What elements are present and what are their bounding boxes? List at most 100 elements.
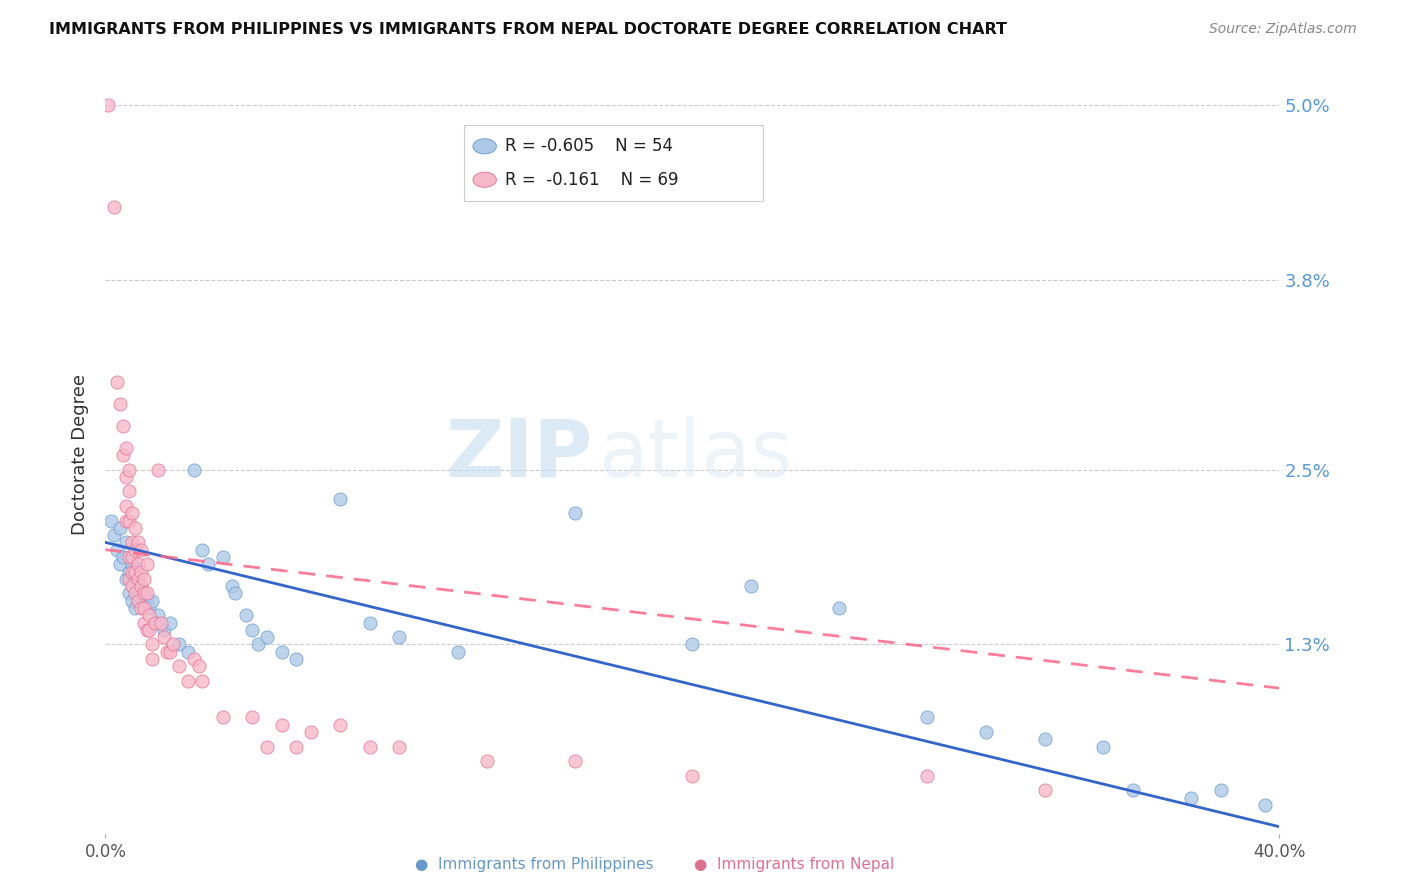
Point (121, 535, 143, 549)
Text: ●  Immigrants from Philippines: ● Immigrants from Philippines (415, 857, 654, 872)
Point (564, 506, 586, 520)
Point (108, 558, 131, 572)
Point (176, 645, 198, 659)
Point (127, 593, 149, 607)
Circle shape (472, 139, 496, 154)
Point (183, 462, 205, 476)
Point (138, 608, 160, 623)
Point (105, 542, 128, 557)
Point (1122, 783, 1144, 797)
Point (129, 601, 152, 615)
Point (828, 601, 851, 615)
Text: IMMIGRANTS FROM PHILIPPINES VS IMMIGRANTS FROM NEPAL DOCTORATE DEGREE CORRELATIO: IMMIGRANTS FROM PHILIPPINES VS IMMIGRANT… (49, 22, 1007, 37)
Point (167, 637, 190, 651)
Point (103, 528, 125, 542)
Point (129, 593, 152, 607)
Point (121, 549, 143, 564)
Point (150, 615, 173, 630)
Point (682, 769, 704, 783)
Point (211, 549, 233, 564)
Point (127, 586, 149, 600)
Point (132, 615, 155, 630)
Point (143, 615, 166, 630)
Point (127, 535, 149, 549)
Point (121, 506, 143, 520)
Point (1254, 797, 1277, 812)
Point (127, 572, 149, 586)
Point (118, 514, 141, 528)
Point (162, 637, 184, 651)
Point (148, 608, 170, 623)
Text: Source: ZipAtlas.com: Source: ZipAtlas.com (1209, 22, 1357, 37)
Point (329, 491, 352, 506)
Point (240, 710, 263, 724)
Point (917, 769, 939, 783)
Point (270, 645, 292, 659)
Point (115, 470, 138, 484)
Point (124, 565, 146, 579)
Text: ZIP: ZIP (446, 416, 593, 494)
Point (285, 652, 308, 666)
Y-axis label: Doctorate Degree: Doctorate Degree (72, 375, 90, 535)
Point (124, 572, 146, 586)
Point (564, 754, 586, 768)
Point (124, 542, 146, 557)
Point (135, 623, 157, 637)
Point (183, 652, 205, 666)
Point (108, 521, 131, 535)
Point (112, 418, 135, 433)
Point (121, 565, 143, 579)
Point (132, 597, 155, 611)
Point (132, 601, 155, 615)
Point (141, 652, 163, 666)
Point (176, 673, 198, 688)
Point (108, 397, 131, 411)
Point (153, 623, 176, 637)
Point (112, 448, 135, 462)
Point (256, 630, 278, 644)
Point (191, 542, 214, 557)
Point (197, 558, 219, 572)
Point (121, 558, 143, 572)
Point (447, 645, 470, 659)
Point (256, 739, 278, 754)
Point (115, 441, 138, 455)
Point (235, 608, 257, 623)
Point (1033, 732, 1056, 747)
Point (115, 514, 138, 528)
Point (188, 659, 211, 673)
Point (127, 558, 149, 572)
Point (1033, 783, 1056, 797)
Point (118, 549, 141, 564)
Point (135, 558, 157, 572)
Text: atlas: atlas (599, 416, 793, 494)
Point (240, 623, 263, 637)
Point (105, 375, 128, 389)
Point (388, 630, 411, 644)
Point (1092, 739, 1115, 754)
Point (974, 725, 997, 739)
Point (124, 586, 146, 600)
Point (135, 586, 157, 600)
Point (359, 739, 381, 754)
Point (118, 572, 141, 586)
Point (121, 579, 143, 593)
Point (115, 572, 138, 586)
Point (191, 673, 214, 688)
FancyBboxPatch shape (464, 125, 763, 201)
Text: R =  -0.161    N = 69: R = -0.161 N = 69 (505, 170, 678, 189)
Point (1209, 783, 1232, 797)
Point (143, 615, 166, 630)
Point (112, 549, 135, 564)
Point (153, 630, 176, 644)
Point (141, 637, 163, 651)
Point (141, 593, 163, 607)
Point (118, 586, 141, 600)
Point (388, 739, 411, 754)
Point (221, 579, 243, 593)
Point (359, 615, 381, 630)
Point (1180, 790, 1202, 805)
Point (224, 586, 246, 600)
Point (115, 535, 138, 549)
Point (138, 623, 160, 637)
